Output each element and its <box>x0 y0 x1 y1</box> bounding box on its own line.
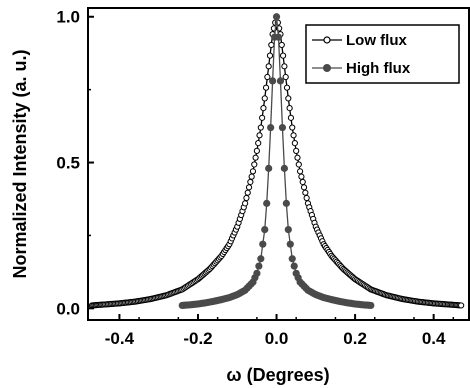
data-point <box>255 262 263 270</box>
data-point <box>274 33 283 41</box>
data-point <box>289 124 296 131</box>
data-point <box>290 262 298 270</box>
data-point <box>280 164 288 172</box>
data-point <box>287 114 295 121</box>
data-point <box>268 41 275 49</box>
data-point <box>297 168 304 175</box>
data-point <box>263 199 271 207</box>
data-point <box>269 77 277 85</box>
data-point <box>256 132 263 139</box>
data-point <box>257 124 264 131</box>
x-axis-title: ω (Degrees) <box>226 365 329 385</box>
data-point <box>247 178 254 186</box>
data-point <box>367 301 375 310</box>
data-point <box>282 73 289 81</box>
data-point <box>283 84 291 91</box>
data-point <box>293 147 300 154</box>
data-point <box>286 105 293 112</box>
data-point <box>244 189 251 196</box>
data-point <box>294 154 301 161</box>
data-point <box>248 173 255 180</box>
y-tick-label: 0.0 <box>56 299 80 318</box>
data-point <box>259 114 266 121</box>
data-point <box>279 52 287 59</box>
data-point <box>261 95 268 102</box>
y-axis: 0.0 0.5 1.0 <box>56 8 94 318</box>
data-point <box>266 52 274 59</box>
plot-area <box>87 7 470 321</box>
data-point <box>284 226 292 234</box>
data-point <box>251 161 258 168</box>
y-tick-label: 1.0 <box>56 8 80 27</box>
data-point <box>281 63 288 70</box>
data-point <box>278 123 287 132</box>
data-point <box>298 173 305 180</box>
x-tick-label: 0.0 <box>265 329 289 348</box>
data-point <box>285 95 292 102</box>
data-point <box>253 269 261 277</box>
y-tick-label: 0.5 <box>56 154 80 173</box>
data-point <box>276 77 285 85</box>
data-point <box>242 200 249 207</box>
data-point <box>243 194 250 202</box>
data-point <box>300 184 308 191</box>
x-tick-label: 0.2 <box>343 329 367 348</box>
data-point <box>267 123 275 132</box>
x-tick-label: -0.4 <box>105 329 135 348</box>
x-tick-label: 0.4 <box>422 329 446 348</box>
data-point <box>265 63 272 70</box>
data-point <box>264 73 271 81</box>
data-point <box>286 240 294 248</box>
data-point <box>255 140 262 147</box>
data-point <box>260 105 267 112</box>
data-point <box>252 154 259 161</box>
data-point <box>290 132 297 139</box>
data-point <box>302 189 309 196</box>
x-axis: -0.4 -0.2 0.0 0.2 0.4 <box>105 314 455 348</box>
data-point <box>265 164 273 172</box>
plot-frame <box>87 7 470 321</box>
series-layer <box>88 13 465 310</box>
data-point <box>458 302 465 309</box>
legend-marker-low-flux <box>323 36 331 44</box>
data-point <box>299 178 306 186</box>
legend-label-high-flux: High flux <box>346 60 411 77</box>
x-tick-label: -0.2 <box>183 329 212 348</box>
data-point <box>291 140 298 147</box>
data-point <box>257 255 265 263</box>
series-high-flux <box>178 13 375 310</box>
data-point <box>253 147 260 154</box>
data-point <box>261 226 269 234</box>
legend-label-low-flux: Low flux <box>346 32 407 49</box>
data-point <box>295 161 302 168</box>
data-point <box>278 41 285 49</box>
data-point <box>245 184 253 191</box>
legend-marker-high-flux <box>323 64 331 72</box>
data-point <box>303 194 310 202</box>
data-point <box>282 199 290 207</box>
y-axis-title: Normalized Intensity (a. u.) <box>10 49 30 278</box>
legend-box <box>305 24 460 84</box>
legend: Low flux High flux <box>305 24 460 84</box>
data-point <box>259 240 267 248</box>
data-point <box>262 84 270 91</box>
data-point <box>249 168 257 175</box>
data-point <box>272 13 281 21</box>
data-point <box>288 255 296 263</box>
